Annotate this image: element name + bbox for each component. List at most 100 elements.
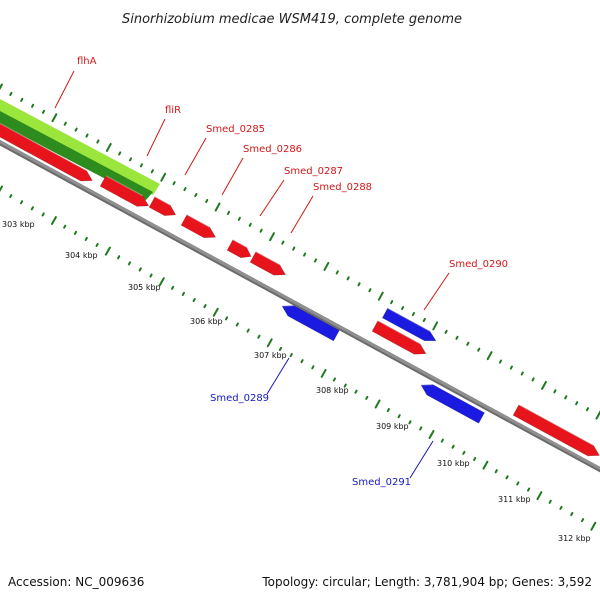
minor-tick-mark (226, 210, 231, 215)
minor-tick-mark (128, 157, 133, 162)
gene-smed-0285-shape (148, 196, 177, 216)
minor-tick-mark (257, 334, 261, 339)
minor-tick-mark (451, 444, 455, 449)
label-smed-0287[interactable]: Smed_0287 (284, 166, 343, 177)
gene-flir[interactable] (99, 175, 150, 207)
gene-smed-0285[interactable] (148, 196, 177, 216)
gene-right-edge-shape (512, 404, 600, 457)
gene-smed-0291[interactable] (420, 383, 485, 424)
minor-tick-mark (585, 407, 590, 412)
major-tick-mark (266, 338, 273, 348)
minor-tick-mark (259, 228, 263, 233)
minor-tick-mark (192, 297, 196, 303)
minor-tick-mark (390, 300, 394, 305)
minor-tick-mark (564, 395, 568, 400)
label-flha[interactable]: flhA (77, 56, 97, 67)
minor-tick-mark (20, 97, 24, 102)
major-tick-mark (212, 307, 219, 317)
minor-tick-mark (313, 258, 318, 263)
major-tick-mark (482, 460, 489, 470)
major-tick-mark (377, 291, 384, 301)
gc-track-light (0, 99, 160, 195)
minor-tick-mark (235, 322, 239, 327)
minor-tick-mark (138, 267, 142, 272)
scale-label: 304 kbp (65, 251, 98, 260)
minor-tick-mark (354, 389, 358, 394)
label-smed-0290-leader (423, 272, 450, 311)
minor-tick-mark (248, 222, 252, 227)
label-smed-0285[interactable]: Smed_0285 (206, 124, 265, 135)
minor-tick-mark (281, 240, 285, 245)
label-smed-0291[interactable]: Smed_0291 (352, 477, 411, 488)
gene-smed-0286-highlight (186, 214, 210, 228)
gene-smed-0290-upper[interactable] (381, 307, 437, 342)
minor-tick-mark (505, 475, 509, 480)
minor-tick-mark (63, 224, 67, 229)
gene-smed-0290-shape (371, 320, 427, 355)
gene-smed-0290-upper-shape (381, 307, 437, 342)
major-tick-mark (160, 172, 167, 182)
gene-smed-0287[interactable] (226, 239, 252, 259)
gene-right-edge[interactable] (512, 404, 600, 457)
outer-tick-track (0, 83, 600, 420)
minor-tick-mark (237, 216, 241, 221)
minor-tick-mark (9, 91, 13, 97)
minor-tick-mark (246, 328, 250, 333)
backbone-highlight (0, 140, 600, 471)
gene-flir-highlight (105, 175, 144, 197)
label-flir[interactable]: fliR (165, 105, 181, 116)
minor-tick-mark (332, 377, 337, 382)
scale-label: 306 kbp (190, 317, 223, 326)
minor-tick-mark (553, 389, 557, 394)
label-smed-0290[interactable]: Smed_0290 (449, 259, 508, 270)
label-smed-0291-leader (409, 440, 434, 479)
label-smed-0288[interactable]: Smed_0288 (313, 182, 372, 193)
gene-smed-0286[interactable] (180, 214, 217, 239)
minor-tick-mark (171, 285, 175, 290)
major-tick-mark (104, 246, 111, 256)
major-tick-mark (51, 113, 58, 123)
minor-tick-mark (570, 511, 574, 517)
minor-tick-mark (531, 377, 535, 382)
minor-tick-mark (127, 261, 132, 266)
minor-tick-mark (31, 103, 35, 108)
gene-labels: flhA fliR Smed_0285 Smed_0286 Smed_0287 Smed_… (54, 56, 508, 488)
gene-flha[interactable] (0, 122, 93, 182)
minor-tick-mark (343, 383, 347, 388)
minor-tick-mark (30, 206, 34, 211)
minor-tick-mark (203, 304, 207, 309)
minor-tick-mark (74, 127, 78, 132)
tracks (0, 83, 600, 531)
minor-tick-mark (386, 408, 390, 413)
major-tick-mark (50, 216, 57, 226)
major-tick-mark (269, 232, 275, 242)
gene-smed-0289[interactable] (281, 304, 340, 342)
gene-smed-0290[interactable] (371, 320, 427, 355)
label-smed-0286[interactable]: Smed_0286 (243, 144, 302, 155)
minor-tick-mark (548, 499, 552, 504)
minor-tick-mark (9, 194, 13, 199)
gene-smed-0290-highlight (377, 320, 421, 345)
gene-smed-0288[interactable] (249, 251, 287, 276)
gene-features (0, 122, 600, 457)
label-smed-0289[interactable]: Smed_0289 (210, 393, 269, 404)
gene-smed-0290-upper-highlight (387, 307, 431, 332)
scale-label: 303 kbp (2, 220, 35, 229)
minor-tick-mark (292, 246, 296, 251)
minor-tick-mark (139, 163, 144, 168)
minor-tick-mark (117, 255, 121, 260)
label-smed-0287-leader (259, 179, 285, 217)
minor-tick-mark (149, 273, 153, 278)
minor-tick-mark (172, 181, 176, 186)
gene-smed-0285-highlight (154, 196, 171, 206)
gene-smed-0286-shape (180, 214, 217, 239)
gene-smed-0288-highlight (255, 251, 280, 266)
minor-tick-mark (63, 121, 67, 126)
inner-tick-track (0, 185, 597, 531)
major-tick-mark (428, 430, 435, 440)
minor-tick-mark (575, 401, 579, 406)
gene-flha-highlight (0, 122, 87, 172)
gene-smed-0289-shape (281, 305, 340, 342)
minor-tick-mark (181, 291, 185, 296)
